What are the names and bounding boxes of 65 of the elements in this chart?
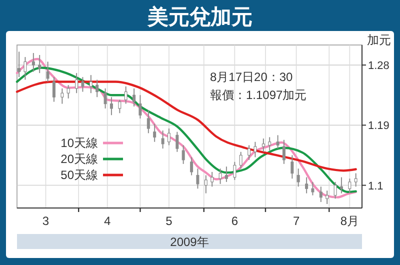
annotation: 8月17日20：30 bbox=[210, 70, 294, 84]
x-tick-label: 3 bbox=[42, 214, 50, 228]
y-axis-title: 加元 bbox=[367, 33, 391, 47]
candlestick bbox=[254, 141, 257, 158]
candlestick bbox=[262, 138, 265, 152]
chart-title: 美元兌加元 bbox=[146, 5, 252, 29]
candlestick bbox=[348, 178, 352, 194]
candlestick bbox=[296, 168, 300, 188]
candlestick bbox=[81, 76, 84, 92]
candlestick bbox=[182, 144, 185, 164]
candlestick bbox=[334, 181, 337, 200]
candlestick bbox=[319, 186, 322, 202]
candlestick bbox=[110, 96, 113, 116]
candlestick bbox=[167, 128, 170, 146]
candlestick bbox=[354, 172, 358, 188]
candlestick bbox=[239, 151, 242, 170]
candlestick bbox=[153, 123, 156, 142]
candlestick bbox=[138, 94, 142, 119]
candlestick bbox=[132, 88, 136, 107]
x-tick-label: 8月 bbox=[340, 214, 360, 228]
x-tick-label: 6 bbox=[231, 214, 238, 228]
candlestick bbox=[326, 190, 329, 204]
candlestick bbox=[233, 161, 236, 180]
candlestick bbox=[46, 61, 50, 82]
candlestick bbox=[340, 176, 343, 194]
legend-label: 50天線 bbox=[60, 168, 98, 182]
candlestick bbox=[224, 166, 228, 182]
candlestick bbox=[176, 131, 179, 152]
candlestick bbox=[282, 139, 286, 164]
candlestick bbox=[161, 130, 164, 150]
candlestick bbox=[18, 51, 21, 78]
candlestick bbox=[210, 171, 214, 188]
candlestick bbox=[52, 76, 56, 102]
x-axis-title: 2009年 bbox=[170, 235, 209, 249]
candlestick bbox=[268, 136, 272, 152]
candlestick bbox=[60, 88, 64, 104]
candlestick bbox=[104, 88, 107, 109]
candlestick bbox=[196, 168, 200, 190]
candlestick bbox=[218, 168, 222, 184]
candlestick bbox=[118, 99, 122, 114]
candlestick bbox=[89, 74, 92, 94]
candlestick bbox=[311, 181, 314, 196]
candlestick bbox=[276, 134, 280, 150]
legend-label: 20天線 bbox=[60, 152, 98, 166]
candlestick bbox=[204, 174, 208, 194]
candlestick bbox=[24, 56, 27, 80]
candlestick bbox=[124, 86, 128, 104]
candlestick bbox=[190, 156, 194, 176]
candlestick bbox=[146, 110, 150, 134]
candlestick bbox=[66, 84, 70, 99]
candlestick bbox=[290, 154, 294, 180]
candlestick bbox=[305, 176, 308, 194]
candlestick bbox=[32, 52, 35, 72]
x-tick-label: 4 bbox=[104, 214, 112, 228]
legend-label: 10天線 bbox=[60, 136, 98, 150]
candlestick bbox=[96, 79, 99, 98]
x-tick-label: 7 bbox=[292, 214, 300, 228]
y-tick-label: 1.19 bbox=[368, 120, 390, 132]
y-tick-label: 1.1 bbox=[368, 180, 384, 192]
candlestick bbox=[75, 72, 78, 94]
candlestick bbox=[248, 144, 251, 160]
x-tick-label: 5 bbox=[166, 214, 173, 228]
y-tick-label: 1.28 bbox=[368, 60, 390, 72]
annotation: 報價：1.1097加元 bbox=[210, 88, 307, 102]
candlestick bbox=[38, 54, 42, 74]
